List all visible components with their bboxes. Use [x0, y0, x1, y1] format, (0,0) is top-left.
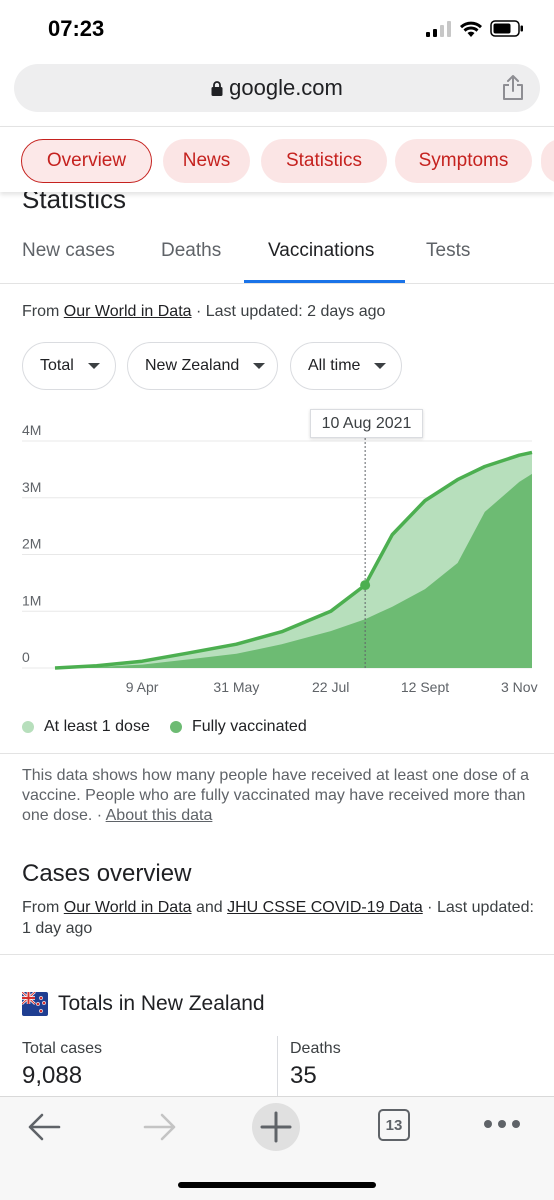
chip-overview[interactable]: Overview — [21, 139, 152, 183]
x-tick-label: 3 Nov — [501, 679, 538, 695]
stat-divider — [277, 1036, 278, 1096]
legend-label: At least 1 dose — [44, 718, 150, 735]
area-fully-vaccinated — [55, 473, 532, 668]
x-tick-label: 22 Jul — [312, 679, 349, 695]
tab-new-cases[interactable]: New cases — [22, 240, 115, 261]
deaths-value: 35 — [290, 1062, 317, 1089]
new-tab-plus-icon[interactable] — [252, 1103, 300, 1151]
y-tick-label: 3M — [22, 479, 41, 495]
more-options-icon[interactable] — [483, 1119, 521, 1129]
y-tick-label: 4M — [22, 422, 41, 438]
source-updated: · Last updated: 2 days ago — [191, 303, 386, 320]
note-text: This data shows how many people have rec… — [22, 767, 529, 824]
y-tick-label: 0 — [22, 649, 30, 665]
note-sep: · — [92, 807, 106, 824]
tab-deaths[interactable]: Deaths — [161, 240, 222, 261]
source-link[interactable]: Our World in Data — [63, 303, 192, 320]
address-bar[interactable]: google.com — [14, 64, 540, 112]
total-cases-value: 9,088 — [22, 1062, 83, 1089]
deaths-label: Deaths — [290, 1040, 341, 1057]
cases-source: From Our World in Data and JHU CSSE COVI… — [22, 897, 534, 939]
wifi-icon — [460, 21, 482, 37]
signal-icon — [426, 20, 451, 37]
totals-title: Totals in New Zealand — [58, 992, 265, 1015]
status-icons — [426, 20, 524, 37]
legend-dot — [22, 721, 34, 733]
chart-tooltip: 10 Aug 2021 — [310, 409, 423, 438]
cases-updated: · Last updated: 1 day ago — [22, 899, 534, 937]
legend-at-least-one: At least 1 dose — [22, 718, 150, 736]
highlight-point — [360, 580, 371, 591]
jhu-link[interactable]: JHU CSSE COVID-19 Data — [227, 899, 423, 916]
range-dropdown[interactable]: All time — [290, 342, 402, 390]
battery-icon — [490, 20, 523, 37]
cases-and: and — [191, 899, 228, 916]
x-tick-label: 31 May — [213, 679, 259, 695]
source-prefix: From — [22, 303, 64, 320]
tab-divider — [0, 283, 554, 284]
caret-down-icon — [87, 363, 100, 369]
legend-dot — [170, 721, 182, 733]
caret-down-icon — [253, 363, 266, 369]
url-text: google.com — [229, 75, 343, 100]
forward-arrow-icon[interactable] — [142, 1111, 178, 1143]
back-arrow-icon[interactable] — [26, 1111, 62, 1143]
nz-flag-icon — [22, 992, 48, 1016]
y-tick-label: 2M — [22, 536, 41, 552]
line-at-least-one-dose — [54, 450, 533, 670]
legend-label: Fully vaccinated — [192, 718, 307, 735]
lock-icon — [211, 80, 223, 96]
metric-dropdown[interactable]: Total — [22, 342, 116, 390]
total-cases-label: Total cases — [22, 1040, 103, 1057]
divider — [0, 954, 554, 955]
cases-prefix: From — [22, 899, 64, 916]
location-value: New Zealand — [145, 357, 240, 374]
topic-chips: Overview News Statistics Symptoms — [0, 126, 554, 192]
status-time: 07:23 — [48, 16, 105, 41]
tab-tests[interactable]: Tests — [426, 240, 471, 261]
owid-link[interactable]: Our World in Data — [63, 899, 192, 916]
caret-down-icon — [374, 363, 387, 369]
chip-next-partial[interactable] — [541, 139, 554, 183]
x-tick-label: 12 Sept — [401, 679, 449, 695]
chip-statistics[interactable]: Statistics — [261, 139, 387, 183]
divider — [0, 753, 554, 754]
location-dropdown[interactable]: New Zealand — [127, 342, 278, 390]
home-indicator — [178, 1182, 376, 1188]
chip-news[interactable]: News — [163, 139, 250, 183]
y-tick-label: 1M — [22, 592, 41, 608]
data-source: From Our World in Data · Last updated: 2… — [22, 303, 385, 321]
vaccination-chart[interactable]: 0 1M 2M 3M 4M 9 Apr 31 May 22 Jul 12 Sept 3 Nov — [0, 400, 554, 710]
active-tab-indicator — [244, 280, 405, 283]
tab-switcher-button[interactable]: 13 — [378, 1109, 410, 1141]
tab-vaccinations[interactable]: Vaccinations — [268, 240, 375, 261]
chip-symptoms[interactable]: Symptoms — [395, 139, 532, 183]
x-tick-label: 9 Apr — [126, 679, 159, 695]
data-note: This data shows how many people have rec… — [22, 766, 534, 826]
metric-value: Total — [40, 357, 74, 374]
range-value: All time — [308, 357, 361, 374]
cases-overview-title: Cases overview — [22, 860, 192, 887]
about-data-link[interactable]: About this data — [105, 807, 213, 824]
legend-fully: Fully vaccinated — [170, 718, 307, 736]
share-icon[interactable] — [502, 74, 524, 101]
